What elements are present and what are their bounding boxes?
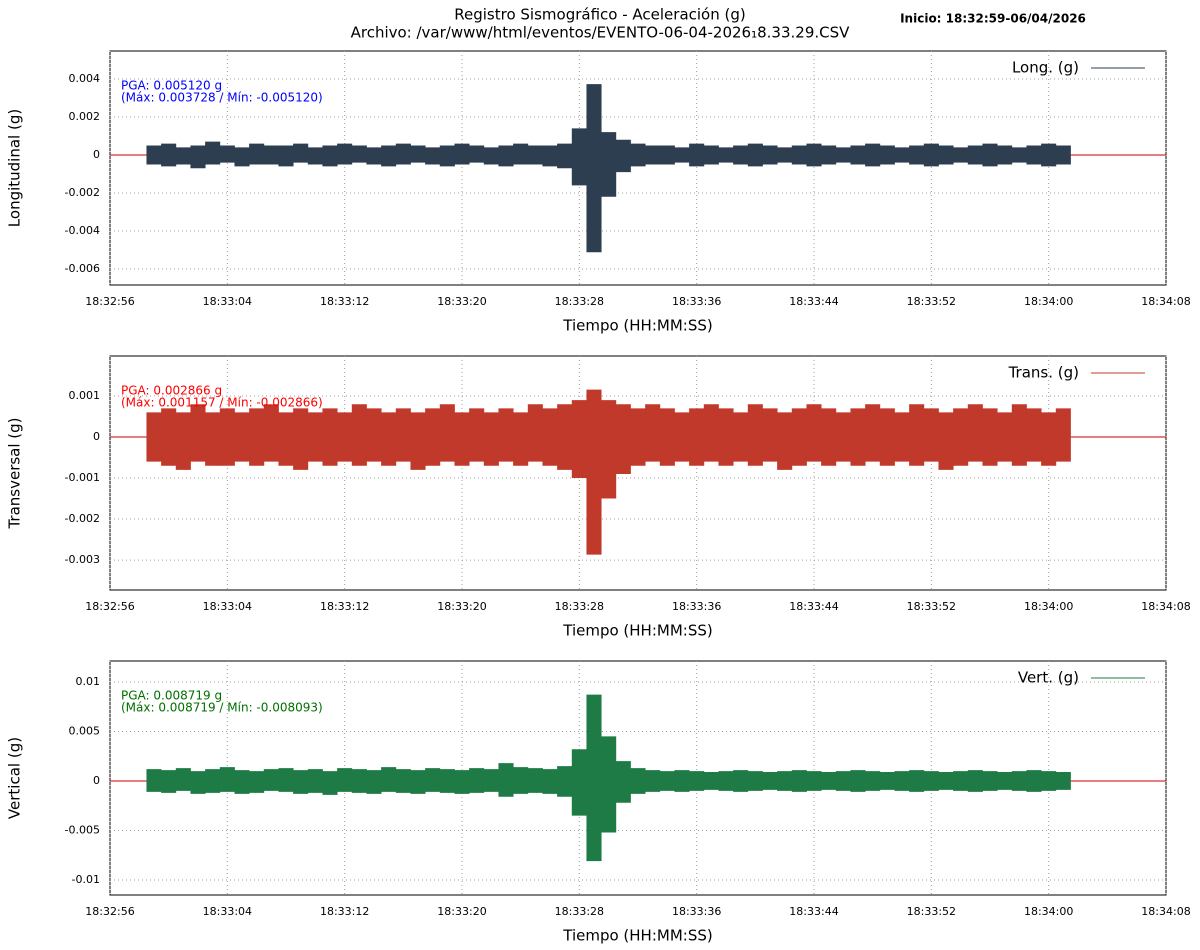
- y-axis-label: Transversal (g): [6, 417, 24, 529]
- x-tick-label: 18:32:56: [85, 905, 134, 918]
- start-time: Inicio: 18:32:59-06/04/2026: [900, 12, 1086, 26]
- y-tick-label: 0.002: [69, 110, 101, 123]
- chart-subtitle: Archivo: /var/www/html/eventos/EVENTO-06…: [351, 24, 851, 42]
- x-tick-label: 18:33:44: [789, 600, 838, 613]
- annotation: PGA: 0.002866 g: [121, 384, 222, 398]
- x-axis-label: Tiempo (HH:MM:SS): [562, 927, 712, 945]
- x-tick-label: 18:34:08: [1141, 600, 1190, 613]
- y-tick-label: 0: [93, 774, 100, 787]
- plot-frame: [109, 50, 1167, 286]
- legend-label: Vert. (g): [1018, 669, 1079, 687]
- x-tick-label: 18:32:56: [85, 600, 134, 613]
- x-tick-label: 18:33:36: [672, 905, 721, 918]
- x-tick-label: 18:34:08: [1141, 295, 1190, 308]
- y-tick-label: -0.003: [65, 553, 100, 566]
- y-axis-label: Vertical (g): [6, 737, 24, 819]
- x-tick-label: 18:33:28: [555, 295, 604, 308]
- annotation: (Máx: 0.008719 / Mín: -0.008093): [121, 701, 323, 715]
- x-tick-label: 18:33:44: [789, 295, 838, 308]
- x-tick-label: 18:33:04: [203, 295, 252, 308]
- x-tick-label: 18:34:08: [1141, 905, 1190, 918]
- y-tick-label: -0.005: [65, 823, 100, 836]
- x-tick-label: 18:33:12: [320, 295, 369, 308]
- x-tick-label: 18:33:28: [555, 600, 604, 613]
- y-tick-label: 0.01: [76, 675, 101, 688]
- y-tick-label: -0.002: [65, 512, 100, 525]
- annotation: PGA: 0.005120 g: [121, 79, 222, 93]
- x-tick-label: 18:34:00: [1024, 905, 1073, 918]
- y-tick-label: -0.006: [65, 262, 100, 275]
- x-tick-label: 18:33:52: [907, 905, 956, 918]
- y-tick-label: 0.004: [69, 72, 101, 85]
- y-tick-label: -0.002: [65, 186, 100, 199]
- y-tick-label: -0.004: [65, 224, 100, 237]
- annotation: (Máx: 0.001157 / Mín: -0.002866): [121, 396, 323, 410]
- x-tick-label: 18:34:00: [1024, 600, 1073, 613]
- x-axis-label: Tiempo (HH:MM:SS): [562, 622, 712, 640]
- annotation: (Máx: 0.003728 / Mín: -0.005120): [121, 91, 323, 105]
- x-tick-label: 18:33:52: [907, 600, 956, 613]
- chart-title: Registro Sismográfico - Aceleración (g): [454, 6, 745, 24]
- x-tick-label: 18:33:04: [203, 905, 252, 918]
- x-tick-label: 18:33:52: [907, 295, 956, 308]
- x-tick-label: 18:33:20: [437, 295, 486, 308]
- y-tick-label: 0: [93, 430, 100, 443]
- x-axis-label: Tiempo (HH:MM:SS): [562, 317, 712, 335]
- y-tick-label: -0.01: [72, 873, 100, 886]
- legend-label: Long. (g): [1012, 59, 1079, 77]
- x-tick-label: 18:33:36: [672, 600, 721, 613]
- legend-label: Trans. (g): [1008, 364, 1079, 382]
- x-tick-label: 18:33:12: [320, 905, 369, 918]
- annotation: PGA: 0.008719 g: [121, 689, 222, 703]
- x-tick-label: 18:33:20: [437, 600, 486, 613]
- y-tick-label: 0.001: [69, 389, 101, 402]
- x-tick-label: 18:33:20: [437, 905, 486, 918]
- x-tick-label: 18:33:36: [672, 295, 721, 308]
- x-tick-label: 18:33:28: [555, 905, 604, 918]
- y-tick-label: 0: [93, 148, 100, 161]
- x-tick-label: 18:34:00: [1024, 295, 1073, 308]
- plot-frame: [109, 355, 1167, 591]
- y-axis-label: Longitudinal (g): [6, 109, 24, 227]
- x-tick-label: 18:32:56: [85, 295, 134, 308]
- y-tick-label: 0.005: [69, 724, 101, 737]
- y-tick-label: -0.001: [65, 471, 100, 484]
- x-tick-label: 18:33:04: [203, 600, 252, 613]
- x-tick-label: 18:33:12: [320, 600, 369, 613]
- x-tick-label: 18:33:44: [789, 905, 838, 918]
